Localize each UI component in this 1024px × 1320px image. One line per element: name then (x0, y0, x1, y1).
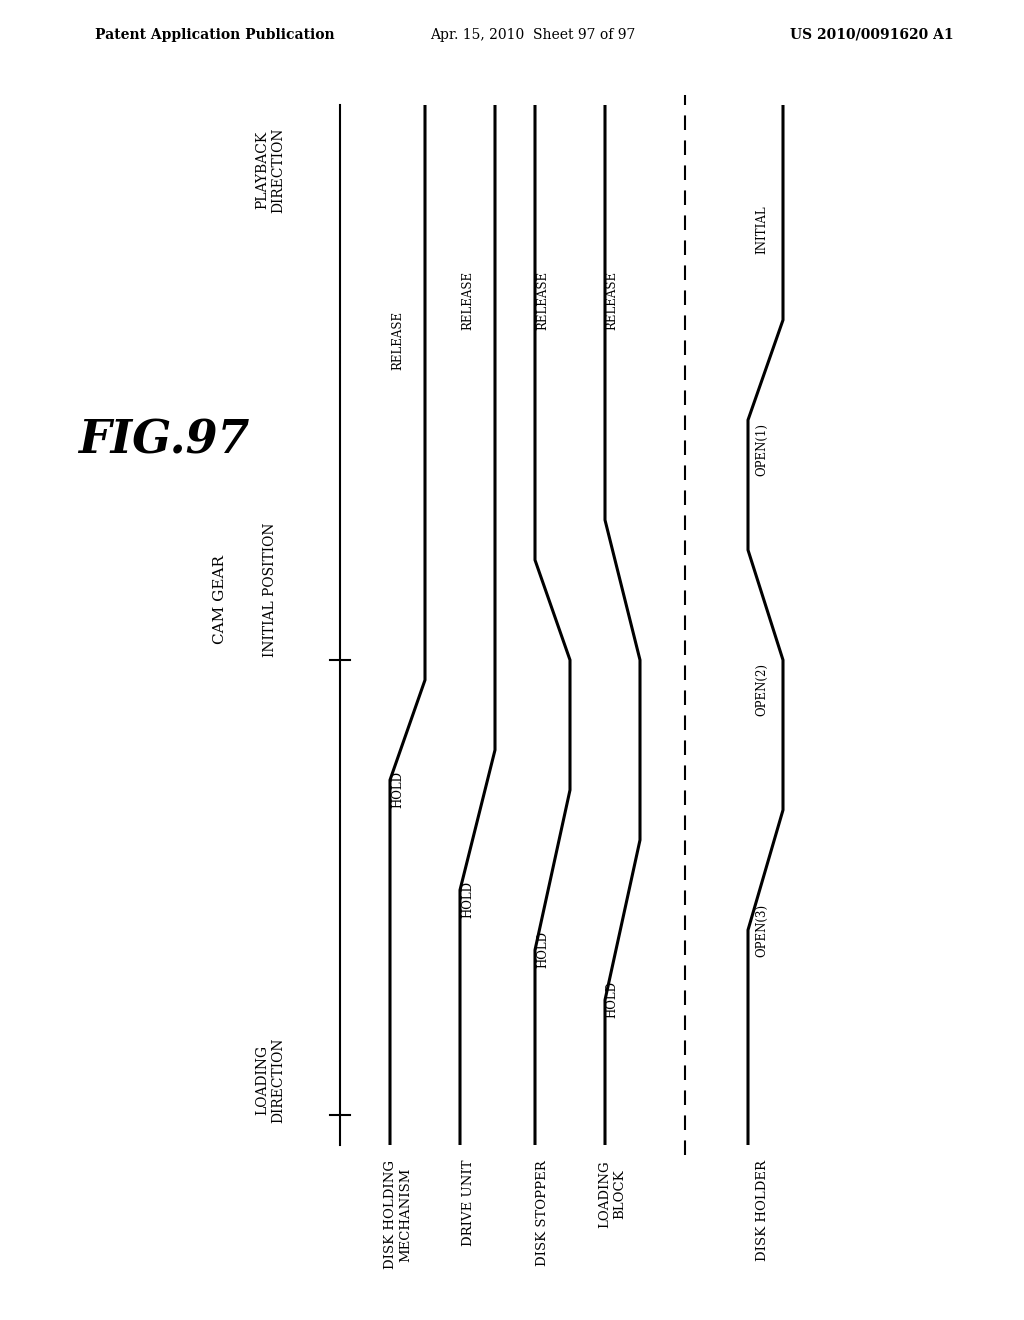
Text: HOLD: HOLD (537, 932, 550, 969)
Text: HOLD: HOLD (462, 882, 474, 919)
Text: RELEASE: RELEASE (537, 271, 550, 330)
Text: INITIAL: INITIAL (756, 206, 768, 255)
Text: CAM GEAR: CAM GEAR (213, 556, 227, 644)
Text: DISK STOPPER: DISK STOPPER (537, 1160, 550, 1266)
Text: RELEASE: RELEASE (391, 310, 404, 370)
Text: US 2010/0091620 A1: US 2010/0091620 A1 (790, 28, 953, 42)
Text: FIG.97: FIG.97 (78, 417, 250, 463)
Text: HOLD: HOLD (605, 982, 618, 1019)
Text: RELEASE: RELEASE (462, 271, 474, 330)
Text: OPEN(3): OPEN(3) (756, 903, 768, 957)
Text: DRIVE UNIT: DRIVE UNIT (462, 1160, 474, 1246)
Text: OPEN(1): OPEN(1) (756, 424, 768, 477)
Text: LOADING
BLOCK: LOADING BLOCK (598, 1160, 626, 1228)
Text: Patent Application Publication: Patent Application Publication (95, 28, 335, 42)
Text: LOADING
DIRECTION: LOADING DIRECTION (255, 1038, 285, 1123)
Text: INITIAL POSITION: INITIAL POSITION (263, 523, 278, 657)
Text: DISK HOLDER: DISK HOLDER (756, 1160, 768, 1261)
Text: OPEN(2): OPEN(2) (756, 664, 768, 717)
Text: RELEASE: RELEASE (605, 271, 618, 330)
Text: DISK HOLDING
MECHANISM: DISK HOLDING MECHANISM (384, 1160, 412, 1269)
Text: HOLD: HOLD (391, 771, 404, 808)
Text: PLAYBACK
DIRECTION: PLAYBACK DIRECTION (255, 127, 285, 213)
Text: Apr. 15, 2010  Sheet 97 of 97: Apr. 15, 2010 Sheet 97 of 97 (430, 28, 635, 42)
